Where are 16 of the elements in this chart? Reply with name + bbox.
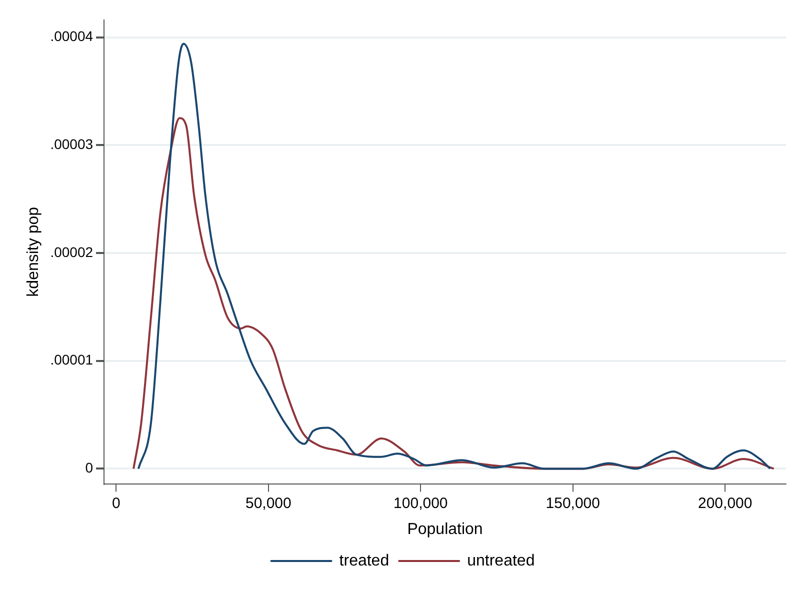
legend-label: treated (339, 552, 390, 570)
x-axis-title: Population (407, 520, 483, 538)
y-tick-label: .00001 (50, 352, 94, 368)
line-series (137, 42, 772, 470)
y-tick-label: 0 (85, 460, 94, 476)
x-tick-label: 100,000 (394, 494, 448, 512)
y-axis-title: kdensity pop (25, 206, 42, 297)
legend-label: untreated (467, 552, 535, 570)
y-tick-label: .00004 (50, 28, 94, 44)
x-tick-label: 50,000 (245, 494, 292, 512)
y-tick-label: .00003 (50, 136, 94, 152)
y-tick-label: .00002 (50, 244, 94, 260)
x-tick-label: 0 (112, 494, 120, 512)
x-tick-label: 200,000 (698, 494, 752, 512)
x-tick-label: 150,000 (546, 494, 600, 512)
line-series (132, 117, 775, 470)
